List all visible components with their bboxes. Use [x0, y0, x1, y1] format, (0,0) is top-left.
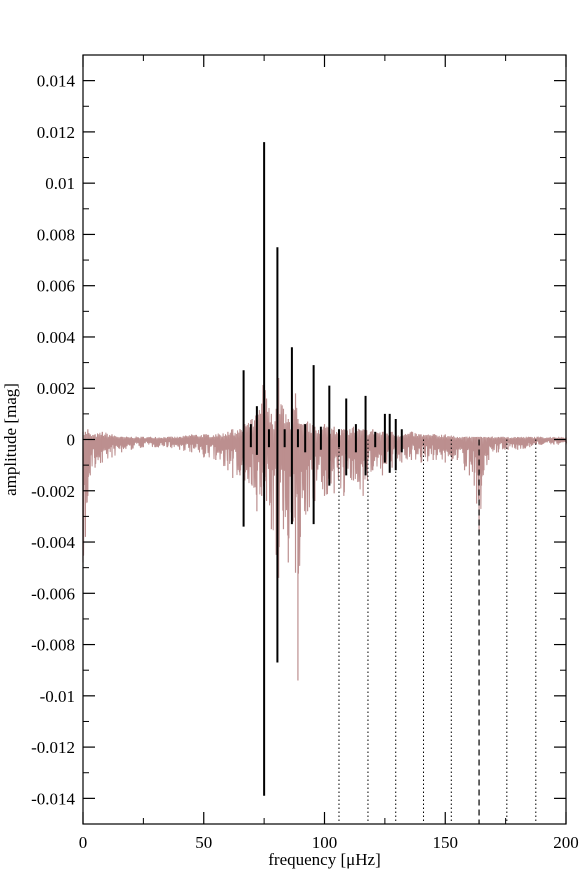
y-tick-label: -0.006 [31, 584, 75, 603]
x-tick-label: 200 [553, 833, 579, 852]
y-tick-label: 0.008 [37, 225, 75, 244]
y-tick-label: 0.006 [37, 277, 75, 296]
x-tick-label: 50 [195, 833, 212, 852]
y-tick-label: 0.012 [37, 123, 75, 142]
y-tick-label: -0.012 [31, 738, 75, 757]
y-tick-label: -0.01 [40, 687, 75, 706]
x-axis-title: frequency [μHz] [268, 850, 380, 869]
y-tick-label: -0.008 [31, 636, 75, 655]
y-tick-label: -0.014 [31, 789, 75, 808]
y-tick-label: -0.002 [31, 482, 75, 501]
y-tick-label: 0.002 [37, 379, 75, 398]
spectrum-layer [82, 357, 568, 681]
x-tick-label: 100 [312, 833, 338, 852]
sticks-layer [242, 142, 403, 796]
y-tick-label: 0.014 [37, 72, 76, 91]
y-axis-title: amplitude [mag] [1, 383, 20, 496]
y-tick-label: 0 [67, 431, 76, 450]
reference-lines-layer [338, 439, 537, 824]
y-tick-label: 0.004 [37, 328, 76, 347]
y-tick-label: 0.01 [45, 174, 75, 193]
ticks-layer: 0 50 100 150 200 -0.014 -0.012 -0.01 -0.008 -0.00… [31, 54, 579, 852]
y-tick-label: -0.004 [31, 533, 75, 552]
x-tick-label: 0 [79, 833, 88, 852]
x-tick-label: 150 [433, 833, 459, 852]
